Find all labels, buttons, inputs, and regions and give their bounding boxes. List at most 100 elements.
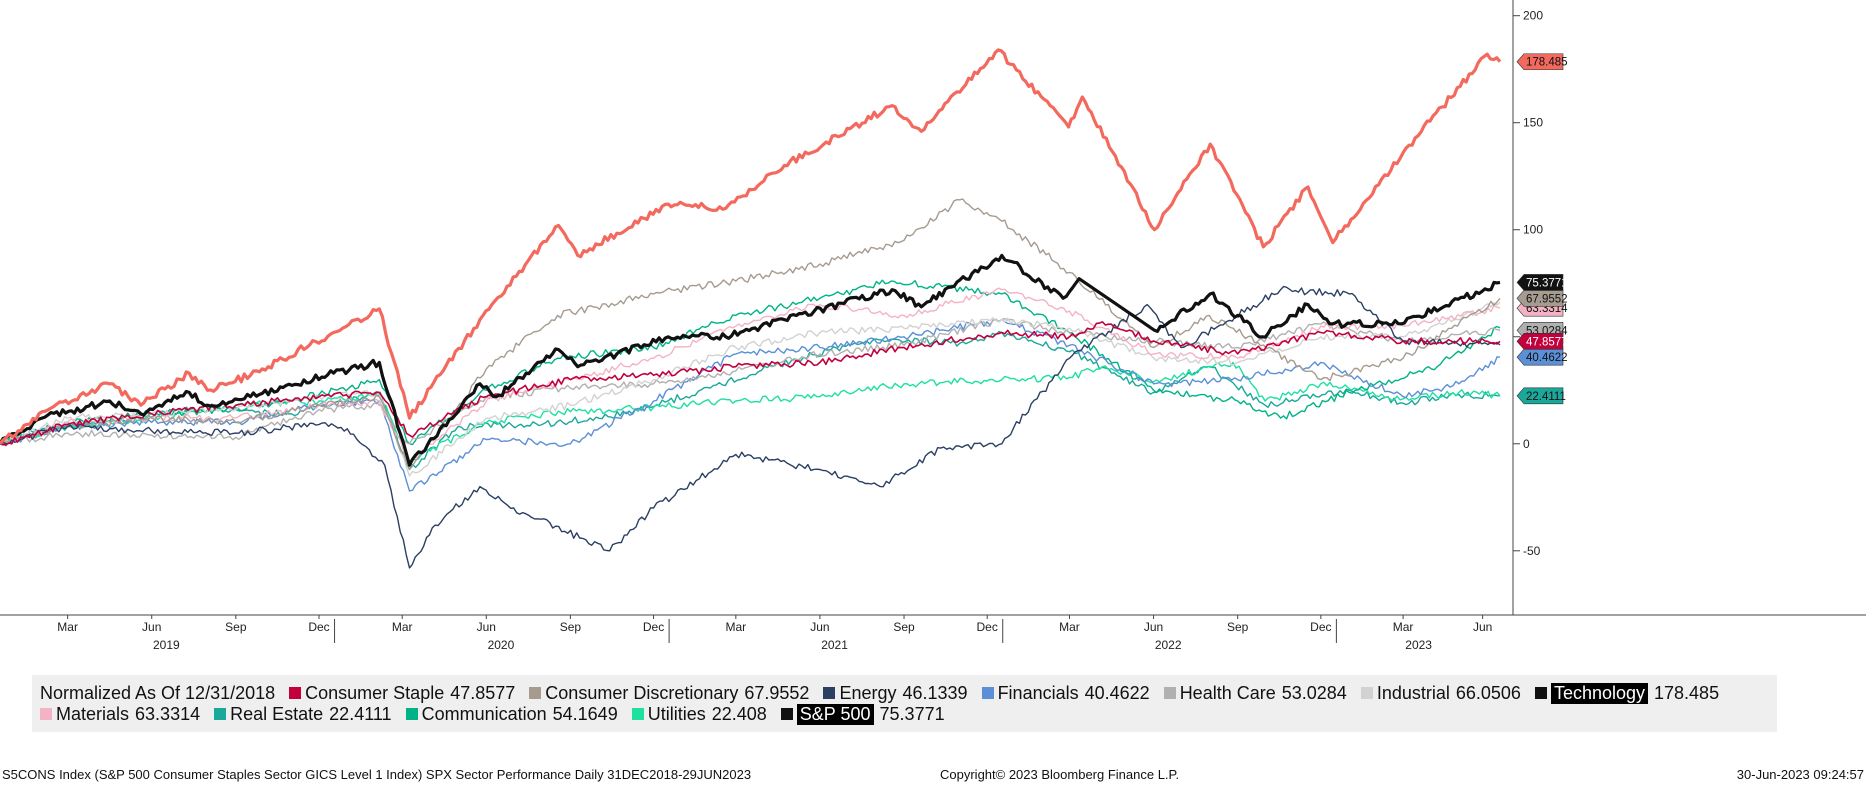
series-lines [0,48,1502,569]
last-value-tag-text: 178.485 [1526,57,1568,69]
legend-item-utilities: Utilities 22.408 [631,703,767,725]
legend-item-health-care: Health Care 53.0284 [1163,682,1347,704]
legend-swatch [631,708,644,720]
x-tick-label: Mar [725,620,746,634]
last-value-tag-financials: 40.4622 [1516,348,1568,366]
legend-label: Financials [997,682,1079,703]
x-tick-label: Sep [225,620,247,634]
series-line-sandp-500 [0,253,1501,467]
series-line-industrial [0,301,1501,477]
legend-item-consumer-discretionary: Consumer Discretionary 67.9552 [529,683,809,704]
legend-value: 46.1339 [902,682,968,703]
x-tick-label: Mar [392,620,413,634]
legend-row: Normalized As Of 12/31/2018 Consumer Sta… [40,682,1733,704]
year-label: 2023 [1405,638,1432,652]
legend-item-communication: Communication 54.1649 [405,703,618,725]
legend-row: Materials 63.3314 Real Estate 22.4111 Commun… [40,703,959,725]
y-tick-label: -50 [1523,544,1541,558]
legend-value: 54.1649 [552,703,618,724]
legend-swatch [1534,687,1547,699]
series-line-consumer-discretionary [0,198,1501,471]
series-line-health-care [0,317,1501,447]
last-value-tag-sandp-500: 75.3771 [1516,274,1568,291]
footer-description: S5CONS Index (S&P 500 Consumer Staples S… [2,767,752,782]
legend-label: S&P 500 [796,703,874,725]
x-tick-label: Jun [1144,620,1163,634]
x-tick-label: Mar [57,620,78,634]
x-tick-label: Jun [810,620,829,634]
legend-label: Energy [839,682,897,703]
x-tick-label: Jun [1473,620,1492,634]
legend-swatch [823,687,836,699]
legend-item-materials: Materials 63.3314 [40,704,200,725]
legend-label: Technology [1550,682,1649,704]
year-label: 2020 [488,638,515,652]
series-line-consumer-staple [0,321,1501,446]
series-line-real-estate [0,330,1501,471]
legend-label: Consumer Discretionary [545,682,739,703]
x-tick-label: Mar [1059,620,1080,634]
x-tick-label: Sep [893,620,915,634]
legend-swatch [40,708,52,720]
x-tick-label: Mar [1393,620,1414,634]
legend-label: Consumer Staple [305,682,445,703]
legend-value: 47.8577 [450,682,516,703]
x-tick-label: Sep [560,620,582,634]
legend-swatch [981,687,994,699]
last-value-tag-consumer-staple: 47.8577 [1516,333,1568,350]
last-value-tag-text: 22.4111 [1526,391,1566,403]
legend-value: 75.3771 [879,703,945,724]
legend-swatch [289,687,302,699]
legend-item-real-estate: Real Estate 22.4111 [214,703,392,725]
x-tick-label: Jun [142,620,161,634]
legend-label: Real Estate [230,703,324,724]
x-axis: Mar Jun Sep Dec Mar Jun Sep Dec Mar Jun Sep Dec Mar J… [0,614,1866,652]
year-label: 2019 [153,638,180,652]
legend-title: Normalized As Of 12/31/2018 [40,682,276,703]
last-value-tag-technology: 178.485 [1516,53,1568,71]
legend-swatch [1163,687,1176,699]
y-tick-label: 0 [1523,437,1530,451]
year-label: 2022 [1155,638,1182,652]
last-value-tags: 22.411140.462253.028463.331467.955247.85… [1516,53,1568,405]
legend-value: 22.4111 [329,703,392,724]
legend-label: Utilities [647,703,706,724]
y-tick-label: 100 [1523,223,1543,237]
last-value-tag-text: 40.4622 [1526,352,1568,364]
legend-swatch [1360,687,1373,699]
x-tick-label: Dec [977,620,998,634]
legend-label: Communication [421,703,547,724]
last-value-tag-consumer-discretionary: 67.9552 [1516,290,1568,307]
legend-item-financials: Financials 40.4622 [981,682,1150,704]
legend-label: Health Care [1179,682,1276,703]
x-tick-label: Dec [643,620,664,634]
legend-swatch [214,708,227,720]
last-value-tag-real-estate: 22.4111 [1516,387,1566,405]
x-tick-label: Sep [1227,620,1249,634]
legend-item-technology: Technology 178.485 [1534,682,1720,704]
legend-value: 53.0284 [1281,682,1347,703]
legend-item-sandp-500: S&P 500 75.3771 [780,703,945,725]
legend-swatch [405,708,418,720]
legend-swatch [780,708,793,720]
footer-timestamp: 30-Jun-2023 09:24:57 [1736,767,1864,782]
legend-value: 66.0506 [1455,682,1521,703]
legend-label: Materials [56,703,130,724]
last-value-tag-text: 75.3771 [1526,277,1568,289]
last-value-tag-text: 67.9552 [1526,293,1568,305]
legend-value: 67.9552 [744,682,810,703]
legend-swatch [529,687,542,699]
legend-value: 22.408 [711,703,767,724]
series-line-communication [0,279,1501,446]
legend-item-energy: Energy 46.1339 [823,682,968,704]
legend-value: 178.485 [1654,682,1720,703]
series-line-energy [0,285,1501,569]
last-value-tag-text: 47.8577 [1526,336,1568,348]
y-tick-label: 150 [1523,116,1543,130]
legend-item-industrial: Industrial 66.0506 [1360,682,1521,704]
x-tick-label: Dec [1310,620,1331,634]
legend-item-consumer-staple: Consumer Staple 47.8577 [289,683,515,704]
series-line-technology [0,48,1502,445]
